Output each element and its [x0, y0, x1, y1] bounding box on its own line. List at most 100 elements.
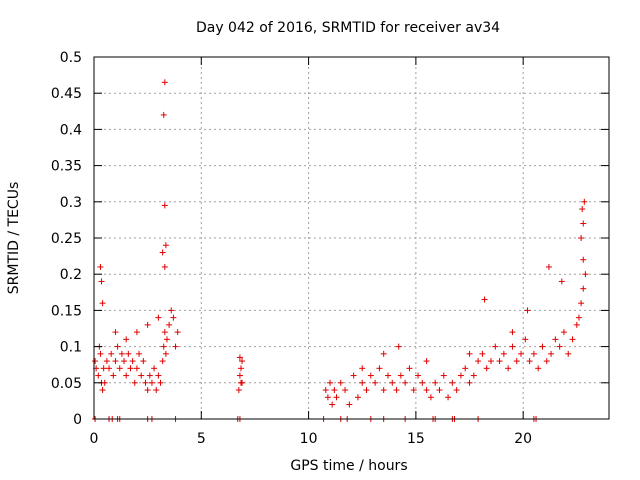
data-point [380, 387, 387, 394]
data-point [160, 343, 167, 350]
data-point [100, 365, 107, 372]
y-tick-label: 0.4 [60, 122, 82, 138]
data-point [99, 300, 106, 307]
data-point [237, 365, 244, 372]
data-point [138, 372, 145, 379]
data-point [97, 263, 104, 270]
y-tick-label: 0 [73, 412, 82, 428]
x-tick-label: 15 [407, 431, 425, 447]
data-point [509, 329, 516, 336]
data-point [505, 365, 512, 372]
data-point [509, 343, 516, 350]
data-point [384, 372, 391, 379]
data-point [118, 350, 125, 357]
data-point [573, 321, 580, 328]
data-point [161, 329, 168, 336]
data-point [552, 336, 559, 343]
data-point [432, 379, 439, 386]
data-point [487, 358, 494, 365]
data-point [170, 314, 177, 321]
data-point [129, 358, 136, 365]
data-point [161, 202, 168, 209]
data-point [449, 379, 456, 386]
data-point [354, 394, 361, 401]
data-point [235, 387, 242, 394]
y-axis-label: SRMTID / TECUs [6, 182, 22, 295]
data-point [166, 321, 173, 328]
data-point [172, 343, 179, 350]
data-point [98, 278, 105, 285]
x-tick-label: 10 [300, 431, 318, 447]
data-point [112, 358, 119, 365]
data-point [580, 220, 587, 227]
data-point [161, 79, 168, 86]
data-point [121, 358, 128, 365]
data-point [159, 249, 166, 256]
data-point [108, 350, 115, 357]
data-point [548, 350, 555, 357]
data-point [558, 278, 565, 285]
data-point [466, 350, 473, 357]
data-point [436, 387, 443, 394]
data-point [127, 365, 134, 372]
data-point [582, 271, 589, 278]
data-point [133, 329, 140, 336]
data-point [161, 263, 168, 270]
data-point [483, 365, 490, 372]
data-point [406, 365, 413, 372]
data-point [496, 358, 503, 365]
x-tick-label: 20 [514, 431, 532, 447]
data-point [131, 379, 138, 386]
data-point [578, 235, 585, 241]
data-point [350, 372, 357, 379]
data-point [146, 372, 153, 379]
y-tick-label: 0.2 [60, 267, 82, 283]
data-point [393, 387, 400, 394]
data-point [148, 379, 155, 386]
data-point [140, 358, 147, 365]
data-point [500, 350, 507, 357]
data-point [159, 358, 166, 365]
data-point [530, 350, 537, 357]
data-point [322, 387, 329, 394]
data-point [580, 256, 587, 263]
data-point [110, 372, 117, 379]
data-point [101, 379, 108, 386]
data-point [423, 358, 430, 365]
data-point [123, 336, 130, 343]
data-point [445, 394, 452, 401]
data-point [578, 300, 585, 307]
data-point [359, 379, 366, 386]
data-point [114, 343, 121, 350]
data-point [337, 379, 344, 386]
y-tick-label: 0.15 [51, 303, 82, 319]
data-point [402, 379, 409, 386]
data-point [157, 379, 164, 386]
data-point [136, 350, 143, 357]
data-point [543, 358, 550, 365]
data-point [539, 343, 546, 350]
data-point [155, 372, 162, 379]
y-tick-label: 0.25 [51, 231, 82, 247]
data-point [329, 401, 336, 408]
data-point [565, 350, 572, 357]
data-point [427, 394, 434, 401]
data-point [492, 343, 499, 350]
data-point [142, 379, 149, 386]
y-tick-label: 0.1 [60, 340, 82, 356]
data-point [237, 379, 244, 386]
data-point [453, 387, 460, 394]
chart-title: Day 042 of 2016, SRMTID for receiver av3… [196, 20, 500, 36]
data-point [123, 372, 130, 379]
data-point [580, 285, 587, 292]
data-point [380, 350, 387, 357]
data-point [556, 343, 563, 350]
data-point [331, 387, 338, 394]
x-tick-label: 5 [197, 431, 206, 447]
data-point [106, 365, 113, 372]
data-point [389, 379, 396, 386]
data-point [151, 365, 158, 372]
data-point [155, 314, 162, 321]
data-point [466, 379, 473, 386]
